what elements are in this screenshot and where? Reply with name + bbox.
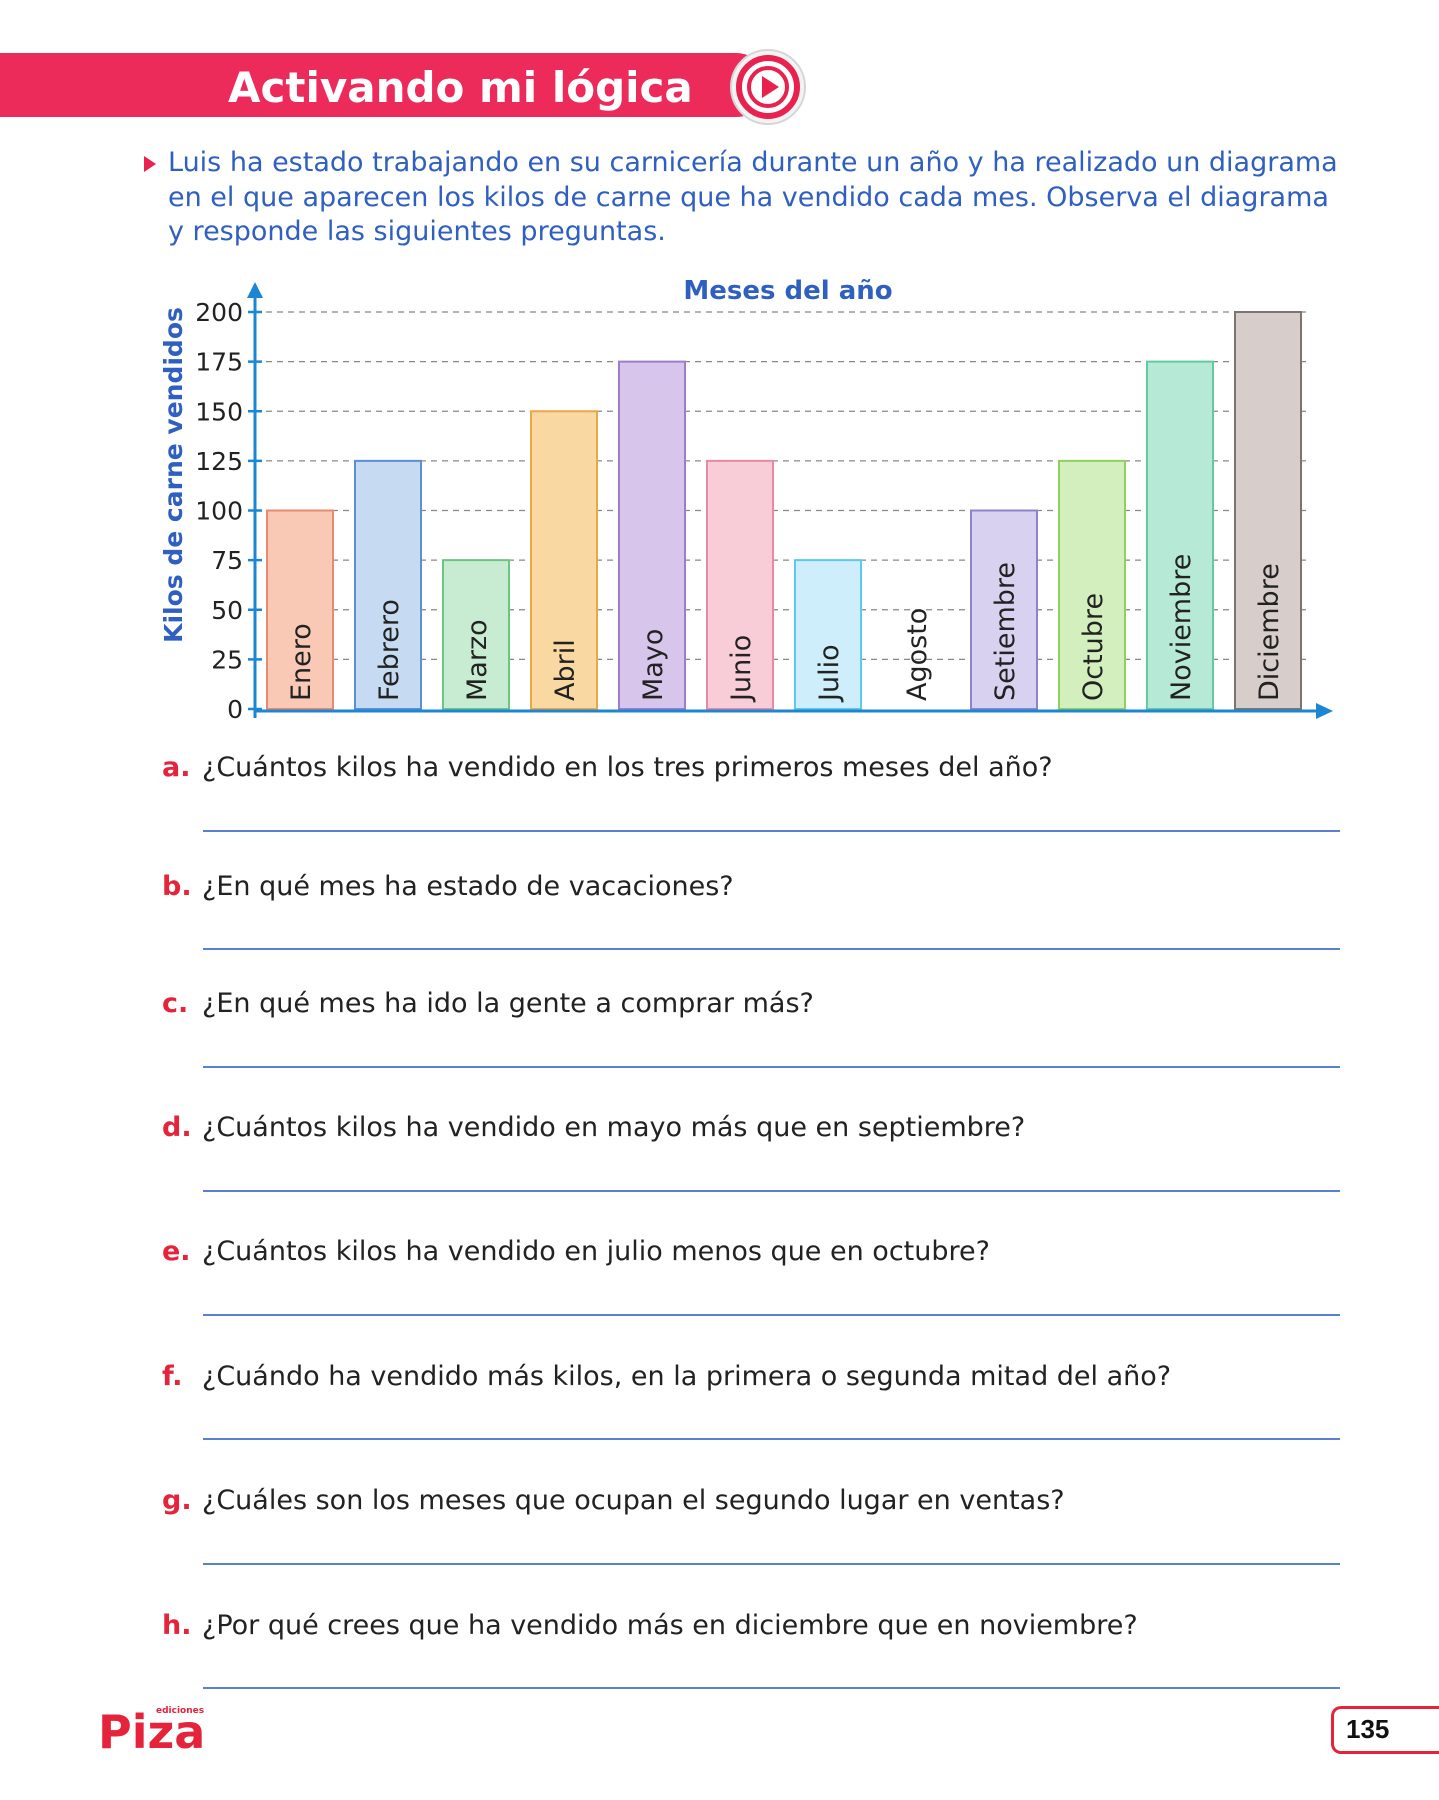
bar-julio: [794, 559, 862, 710]
y-tick-label: 175: [195, 348, 243, 377]
question-letter: a.: [162, 752, 191, 783]
question-letter: e.: [162, 1236, 191, 1267]
chart-title: Meses del año: [683, 276, 892, 306]
bar-label-julio: Julio: [814, 644, 845, 703]
question-letter: d.: [162, 1112, 192, 1143]
question-text: ¿Cuántos kilos ha vendido en los tres pr…: [202, 752, 1053, 783]
bar-febrero: [354, 459, 422, 710]
question-letter: c.: [162, 988, 189, 1019]
question-letter: b.: [162, 871, 192, 902]
bar-mayo: [618, 360, 686, 710]
question-letter: f.: [162, 1361, 183, 1392]
question-text: ¿Cuántos kilos ha vendido en julio menos…: [202, 1236, 990, 1267]
header-banner: [0, 53, 768, 117]
bar-label-febrero: Febrero: [374, 599, 405, 701]
x-axis-arrow-icon: [1316, 703, 1333, 719]
y-tick-label: 25: [211, 645, 243, 674]
answer-line[interactable]: [203, 1314, 1340, 1316]
bar-label-junio: Junio: [726, 635, 757, 703]
bar-label-diciembre: Diciembre: [1254, 563, 1285, 701]
bar-setiembre: [970, 509, 1038, 710]
question-letter: g.: [162, 1485, 192, 1516]
question-text: ¿Cuándo ha vendido más kilos, en la prim…: [202, 1361, 1172, 1392]
page-number: 135: [1346, 1714, 1390, 1744]
y-tick-label: 50: [211, 596, 243, 625]
question-item: f. ¿Cuándo ha vendido más kilos, en la pr…: [162, 1359, 1342, 1399]
y-axis-arrow-icon: [247, 282, 263, 298]
y-tick-label: 0: [227, 695, 243, 724]
bar-label-agosto: Agosto: [902, 608, 933, 701]
bar-abril: [530, 410, 598, 710]
answer-line[interactable]: [203, 1563, 1340, 1565]
section-title: Activando mi lógica: [228, 63, 693, 112]
y-tick-label: 125: [195, 447, 243, 476]
piza-logo: Piza ediciones: [98, 1705, 205, 1756]
question-item: a. ¿Cuántos kilos ha vendido en los tres …: [162, 750, 1342, 790]
bar-label-abril: Abril: [550, 639, 581, 701]
bar-noviembre: [1146, 360, 1214, 710]
question-item: e. ¿Cuántos kilos ha vendido en julio men…: [162, 1234, 1342, 1274]
bar-octubre: [1058, 459, 1126, 710]
bullet-triangle-icon: [144, 156, 156, 172]
bar-label-setiembre: Setiembre: [990, 562, 1021, 701]
question-letter: h.: [162, 1610, 192, 1641]
answer-line[interactable]: [203, 1438, 1340, 1440]
bar-label-mayo: Mayo: [638, 629, 669, 701]
instructions-text: Luis ha estado trabajando en su carnicer…: [168, 147, 1338, 247]
play-icon: [730, 49, 806, 125]
question-item: h. ¿Por qué crees que ha vendido más en d…: [162, 1608, 1342, 1648]
bar-junio: [706, 459, 774, 710]
logo-subtext: ediciones: [156, 1706, 204, 1716]
answer-line[interactable]: [203, 830, 1340, 832]
y-tick-label: 100: [195, 497, 243, 526]
y-tick-label: 75: [211, 546, 243, 575]
question-text: ¿Por qué crees que ha vendido más en dic…: [202, 1610, 1138, 1641]
question-text: ¿En qué mes ha estado de vacaciones?: [202, 871, 734, 902]
bar-label-enero: Enero: [286, 623, 317, 701]
logo-text: Piza: [98, 1705, 205, 1756]
question-item: g. ¿Cuáles son los meses que ocupan el se…: [162, 1483, 1342, 1523]
question-item: d. ¿Cuántos kilos ha vendido en mayo más …: [162, 1110, 1342, 1150]
bar-diciembre: [1234, 311, 1302, 710]
question-item: c. ¿En qué mes ha ido la gente a comprar …: [162, 986, 1342, 1026]
bar-label-marzo: Marzo: [462, 619, 493, 701]
bar-marzo: [442, 559, 510, 710]
bar-label-octubre: Octubre: [1078, 593, 1109, 701]
bar-chart: 0 25 50 75 100 125 150 175 200 Enero Febrero Marzo…: [159, 276, 1333, 724]
y-tick-label: 150: [195, 397, 243, 426]
y-tick-label: 200: [195, 298, 243, 327]
answer-line[interactable]: [203, 1687, 1340, 1689]
bar-label-noviembre: Noviembre: [1166, 554, 1197, 701]
question-text: ¿Cuáles son los meses que ocupan el segu…: [202, 1485, 1065, 1516]
y-axis-label: Kilos de carne vendidos: [159, 307, 188, 643]
answer-line[interactable]: [203, 948, 1340, 950]
bar-enero: [266, 509, 334, 710]
question-text: ¿En qué mes ha ido la gente a comprar má…: [202, 988, 814, 1019]
page-number-box: [1331, 1706, 1439, 1754]
answer-line[interactable]: [203, 1066, 1340, 1068]
question-text: ¿Cuántos kilos ha vendido en mayo más qu…: [202, 1112, 1026, 1143]
question-item: b. ¿En qué mes ha estado de vacaciones?: [162, 869, 1342, 909]
answer-line[interactable]: [203, 1190, 1340, 1192]
